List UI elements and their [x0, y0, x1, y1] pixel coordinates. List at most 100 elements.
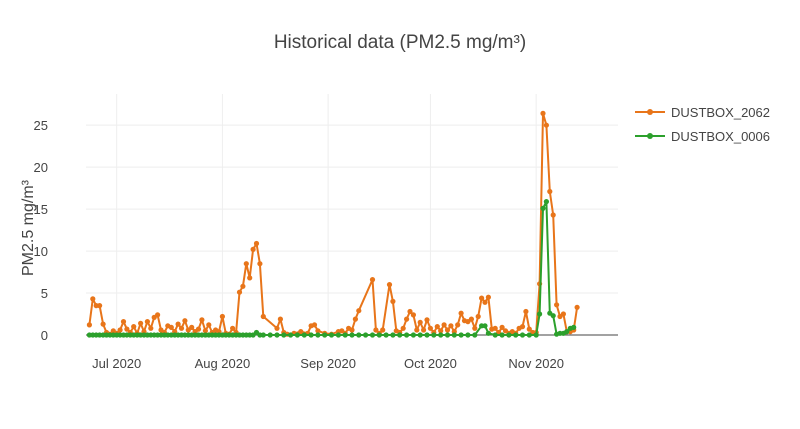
data-point[interactable]	[444, 332, 451, 338]
data-point[interactable]	[120, 319, 127, 325]
legend[interactable]: DUSTBOX_2062 DUSTBOX_0006	[635, 105, 770, 144]
data-point[interactable]	[315, 328, 321, 334]
data-point[interactable]	[404, 332, 410, 338]
data-point[interactable]	[250, 246, 256, 252]
data-point[interactable]	[472, 332, 478, 338]
data-point[interactable]	[267, 332, 273, 338]
data-point[interactable]	[178, 325, 185, 331]
data-point[interactable]	[540, 110, 546, 116]
data-point[interactable]	[294, 332, 300, 338]
data-point[interactable]	[281, 332, 287, 338]
data-point[interactable]	[253, 240, 260, 247]
data-point[interactable]	[349, 327, 355, 333]
data-point[interactable]	[352, 316, 358, 322]
data-point[interactable]	[434, 324, 440, 330]
data-point[interactable]	[322, 332, 328, 338]
data-point[interactable]	[410, 312, 416, 318]
data-point[interactable]	[148, 325, 154, 331]
data-point[interactable]	[257, 261, 263, 267]
data-point[interactable]	[506, 332, 512, 338]
data-point[interactable]	[124, 326, 130, 332]
data-point[interactable]	[155, 312, 161, 318]
data-point[interactable]	[311, 322, 318, 328]
data-point[interactable]	[533, 332, 539, 338]
data-point[interactable]	[260, 332, 266, 338]
data-point[interactable]	[547, 188, 553, 195]
legend-item[interactable]: DUSTBOX_2062	[635, 105, 770, 120]
data-point[interactable]	[414, 327, 420, 333]
data-point[interactable]	[168, 324, 174, 330]
data-point[interactable]	[404, 316, 410, 322]
data-point[interactable]	[308, 332, 314, 338]
data-point[interactable]	[138, 320, 144, 326]
data-point[interactable]	[560, 311, 567, 317]
data-point[interactable]	[260, 313, 266, 320]
data-point[interactable]	[236, 289, 243, 295]
data-point[interactable]	[438, 332, 444, 338]
data-point[interactable]	[537, 311, 543, 317]
data-point[interactable]	[526, 326, 532, 332]
data-point[interactable]	[444, 327, 451, 333]
data-point[interactable]	[90, 296, 96, 302]
data-point[interactable]	[376, 332, 382, 338]
data-point[interactable]	[543, 122, 550, 128]
data-point[interactable]	[315, 332, 321, 338]
data-point[interactable]	[219, 313, 225, 320]
data-point[interactable]	[519, 324, 526, 330]
data-point[interactable]	[550, 313, 556, 319]
data-point[interactable]	[417, 319, 423, 325]
data-point[interactable]	[458, 332, 464, 338]
data-point[interactable]	[247, 275, 253, 281]
data-point[interactable]	[335, 332, 341, 338]
data-point[interactable]	[202, 328, 208, 334]
data-point[interactable]	[427, 325, 433, 331]
data-point[interactable]	[492, 332, 498, 338]
data-point[interactable]	[363, 332, 369, 338]
data-point[interactable]	[482, 323, 488, 329]
data-point[interactable]	[390, 332, 396, 338]
data-point[interactable]	[438, 328, 444, 334]
data-point[interactable]	[441, 322, 447, 328]
data-point[interactable]	[189, 324, 195, 330]
data-point[interactable]	[468, 316, 474, 322]
data-point[interactable]	[574, 304, 580, 310]
data-point[interactable]	[424, 317, 430, 323]
data-point[interactable]	[550, 212, 556, 218]
data-point[interactable]	[519, 332, 526, 338]
data-point[interactable]	[386, 282, 393, 288]
data-point[interactable]	[356, 332, 362, 338]
data-point[interactable]	[485, 294, 491, 300]
data-point[interactable]	[390, 298, 396, 304]
data-point[interactable]	[424, 332, 430, 338]
data-point[interactable]	[397, 332, 403, 338]
data-point[interactable]	[328, 332, 335, 338]
data-point[interactable]	[540, 205, 546, 211]
data-point[interactable]	[465, 332, 471, 338]
data-point[interactable]	[240, 283, 246, 289]
data-point[interactable]	[342, 332, 348, 338]
data-point[interactable]	[277, 316, 283, 322]
data-point[interactable]	[499, 332, 505, 338]
data-point[interactable]	[86, 322, 92, 328]
data-point[interactable]	[479, 295, 485, 301]
data-point[interactable]	[369, 332, 376, 338]
data-point[interactable]	[274, 332, 280, 338]
legend-item[interactable]: DUSTBOX_0006	[635, 129, 770, 144]
data-point[interactable]	[526, 332, 532, 338]
data-point[interactable]	[369, 277, 376, 283]
data-point[interactable]	[298, 329, 304, 335]
data-point[interactable]	[410, 332, 416, 338]
data-point[interactable]	[458, 310, 464, 316]
data-point[interactable]	[206, 322, 212, 328]
data-point[interactable]	[400, 325, 406, 331]
data-point[interactable]	[564, 329, 570, 335]
data-point[interactable]	[543, 199, 550, 205]
data-point[interactable]	[131, 324, 137, 330]
data-point[interactable]	[195, 326, 202, 332]
data-point[interactable]	[175, 321, 181, 327]
data-point[interactable]	[499, 324, 505, 330]
data-point[interactable]	[100, 321, 106, 327]
data-point[interactable]	[485, 330, 491, 336]
data-point[interactable]	[144, 319, 150, 325]
data-point[interactable]	[383, 332, 389, 338]
